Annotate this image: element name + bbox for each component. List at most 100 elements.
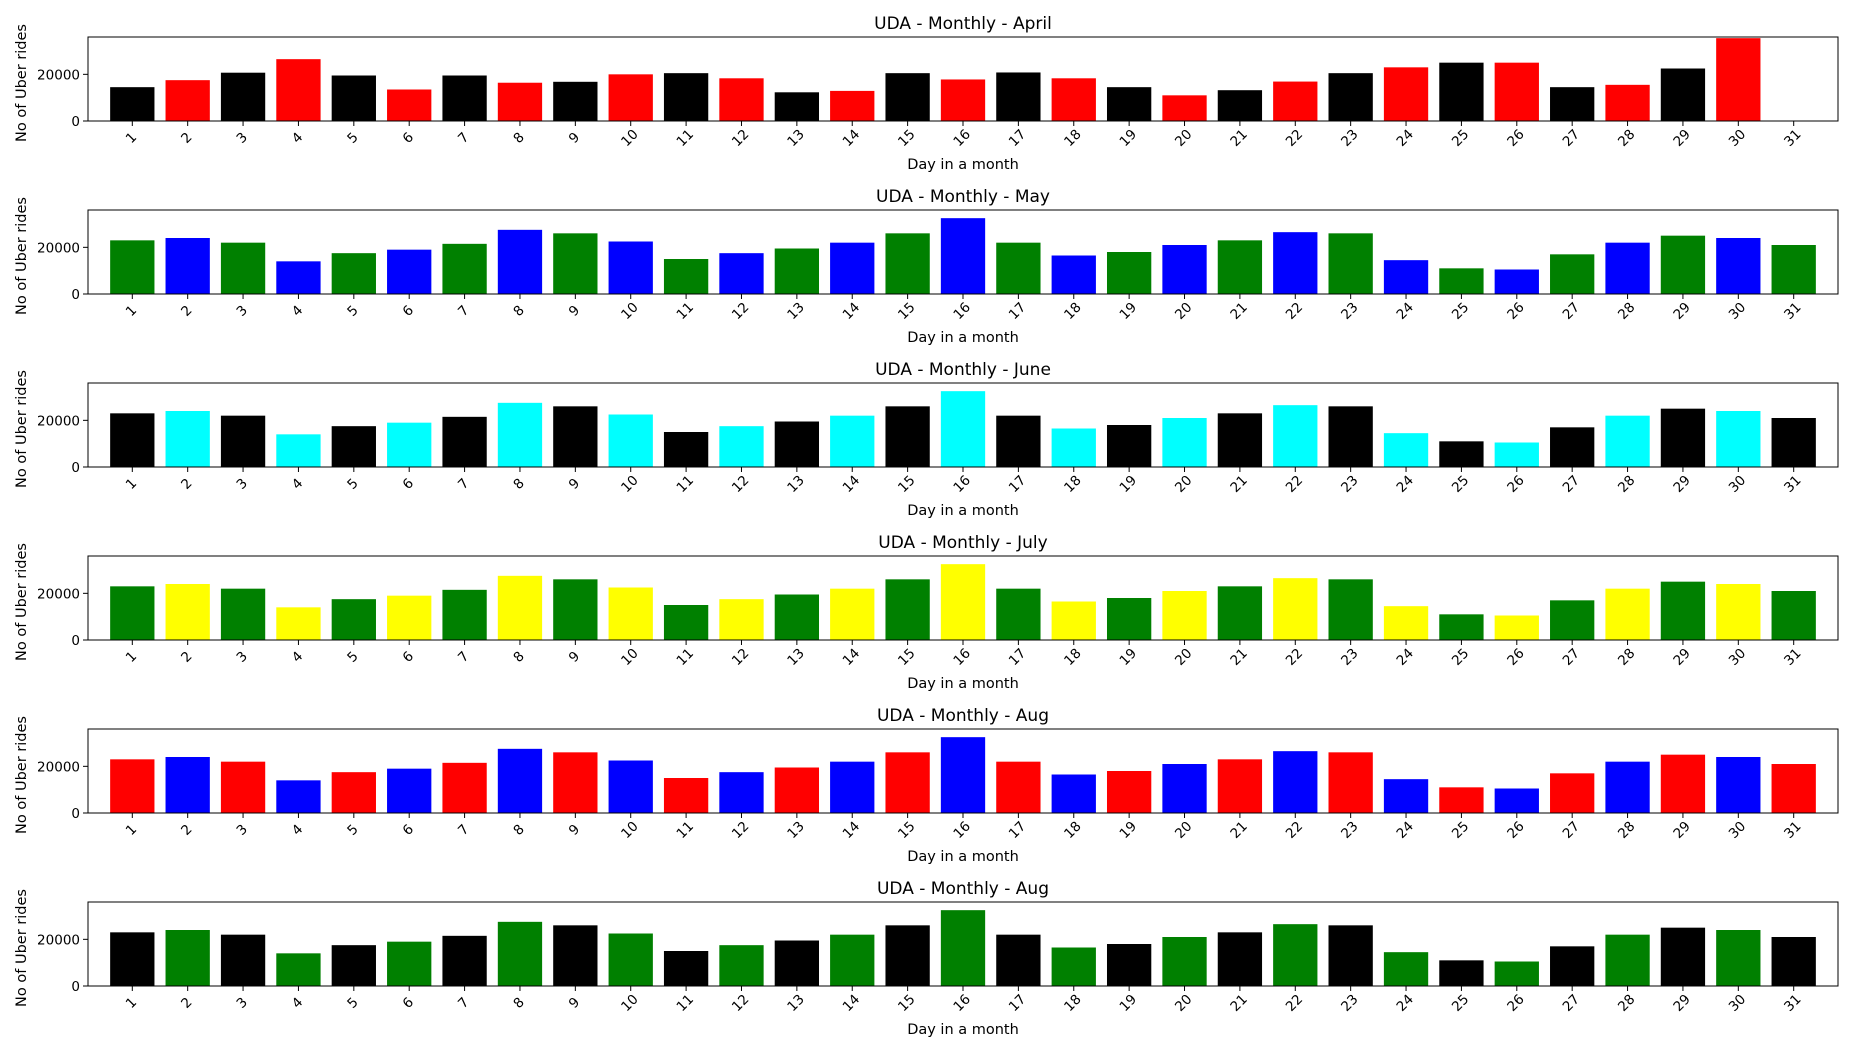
bar-day-28	[1605, 934, 1650, 986]
x-tick-label: 10	[618, 645, 641, 668]
bar-day-2	[165, 584, 210, 640]
x-tick-label: 27	[1560, 472, 1583, 495]
x-tick-label: 9	[566, 821, 583, 838]
y-axis-label: No of Uber rides	[14, 24, 30, 142]
bar-day-4	[276, 780, 321, 813]
bar-day-30	[1716, 757, 1761, 813]
bar-day-25	[1439, 268, 1484, 294]
x-tick-label: 12	[729, 818, 752, 841]
bar-day-11	[663, 951, 709, 986]
x-tick-label: 13	[784, 818, 807, 841]
y-tick-label: 0	[71, 114, 80, 130]
bar-day-4	[276, 261, 321, 294]
bar-day-12	[719, 426, 764, 467]
bar-day-8	[497, 748, 543, 813]
x-tick-label: 4	[289, 994, 306, 1011]
bar-day-10	[608, 587, 653, 640]
x-tick-label: 28	[1615, 472, 1638, 495]
bar-day-3	[220, 588, 266, 640]
bar-day-28	[1605, 242, 1650, 294]
bar-day-1	[110, 87, 155, 121]
bar-day-14	[830, 934, 875, 986]
x-tick-label: 12	[729, 126, 752, 149]
x-tick-label: 21	[1227, 126, 1250, 149]
y-tick-label: 20000	[37, 759, 80, 775]
bar-day-25	[1439, 787, 1484, 813]
x-tick-label: 21	[1227, 472, 1250, 495]
x-axis-label: Day in a month	[907, 330, 1019, 346]
x-tick-label: 29	[1670, 645, 1693, 668]
bar-day-25	[1439, 441, 1484, 467]
x-tick-label: 27	[1560, 991, 1583, 1014]
x-tick-label: 26	[1504, 299, 1527, 322]
x-tick-label: 30	[1726, 472, 1749, 495]
bar-day-17	[996, 242, 1041, 294]
x-tick-label: 4	[289, 475, 306, 492]
x-tick-label: 30	[1726, 645, 1749, 668]
x-tick-label: 12	[729, 472, 752, 495]
bar-day-13	[774, 421, 820, 467]
bar-day-27	[1550, 773, 1595, 813]
x-tick-label: 23	[1338, 991, 1361, 1014]
x-tick-label: 10	[618, 991, 641, 1014]
x-tick-label: 17	[1006, 645, 1029, 668]
bar-day-27	[1550, 427, 1595, 467]
x-tick-label: 28	[1615, 991, 1638, 1014]
x-tick-label: 15	[895, 126, 918, 149]
x-tick-label: 3	[234, 129, 251, 146]
bar-day-27	[1550, 600, 1595, 640]
bar-day-26	[1494, 269, 1539, 294]
x-tick-label: 25	[1449, 645, 1472, 668]
bar-day-18	[1051, 255, 1096, 294]
bar-day-23	[1328, 406, 1373, 467]
bar-day-28	[1605, 84, 1650, 121]
bar-day-14	[830, 588, 875, 640]
bar-day-5	[331, 599, 376, 640]
x-tick-label: 9	[566, 129, 583, 146]
bar-day-2	[165, 757, 210, 813]
bar-day-22	[1273, 578, 1318, 640]
bar-day-4	[276, 953, 321, 986]
x-tick-label: 21	[1227, 818, 1250, 841]
bar-day-26	[1494, 788, 1539, 813]
bar-day-30	[1716, 584, 1761, 640]
y-tick-label: 20000	[37, 67, 80, 83]
x-tick-label: 14	[840, 472, 863, 495]
x-tick-label: 9	[566, 648, 583, 665]
x-tick-label: 15	[895, 991, 918, 1014]
bar-day-21	[1217, 759, 1263, 813]
x-tick-label: 30	[1726, 818, 1749, 841]
bar-day-31	[1771, 764, 1816, 813]
x-tick-label: 15	[895, 818, 918, 841]
bar-day-30	[1716, 411, 1761, 467]
bar-day-18	[1051, 428, 1096, 467]
bar-day-16	[940, 910, 986, 986]
bar-day-12	[719, 945, 764, 986]
bar-day-17	[996, 72, 1041, 121]
bar-day-19	[1106, 771, 1152, 813]
x-tick-label: 25	[1449, 991, 1472, 1014]
bar-day-20	[1162, 937, 1207, 986]
y-tick-label: 0	[71, 287, 80, 303]
x-tick-label: 1	[123, 475, 140, 492]
y-axis-label: No of Uber rides	[14, 197, 30, 315]
bar-day-2	[165, 930, 210, 986]
x-tick-label: 19	[1117, 645, 1140, 668]
x-tick-label: 26	[1504, 126, 1527, 149]
bar-day-14	[830, 242, 875, 294]
x-tick-label: 8	[510, 475, 527, 492]
bar-day-25	[1439, 614, 1484, 640]
bar-day-8	[497, 229, 543, 294]
bar-day-21	[1217, 240, 1263, 294]
bar-day-30	[1716, 38, 1761, 121]
bar-day-17	[996, 415, 1041, 467]
bar-day-27	[1550, 946, 1595, 986]
x-tick-label: 14	[840, 126, 863, 149]
x-tick-label: 6	[400, 821, 417, 838]
bar-day-9	[553, 752, 598, 813]
bar-day-10	[608, 760, 653, 813]
